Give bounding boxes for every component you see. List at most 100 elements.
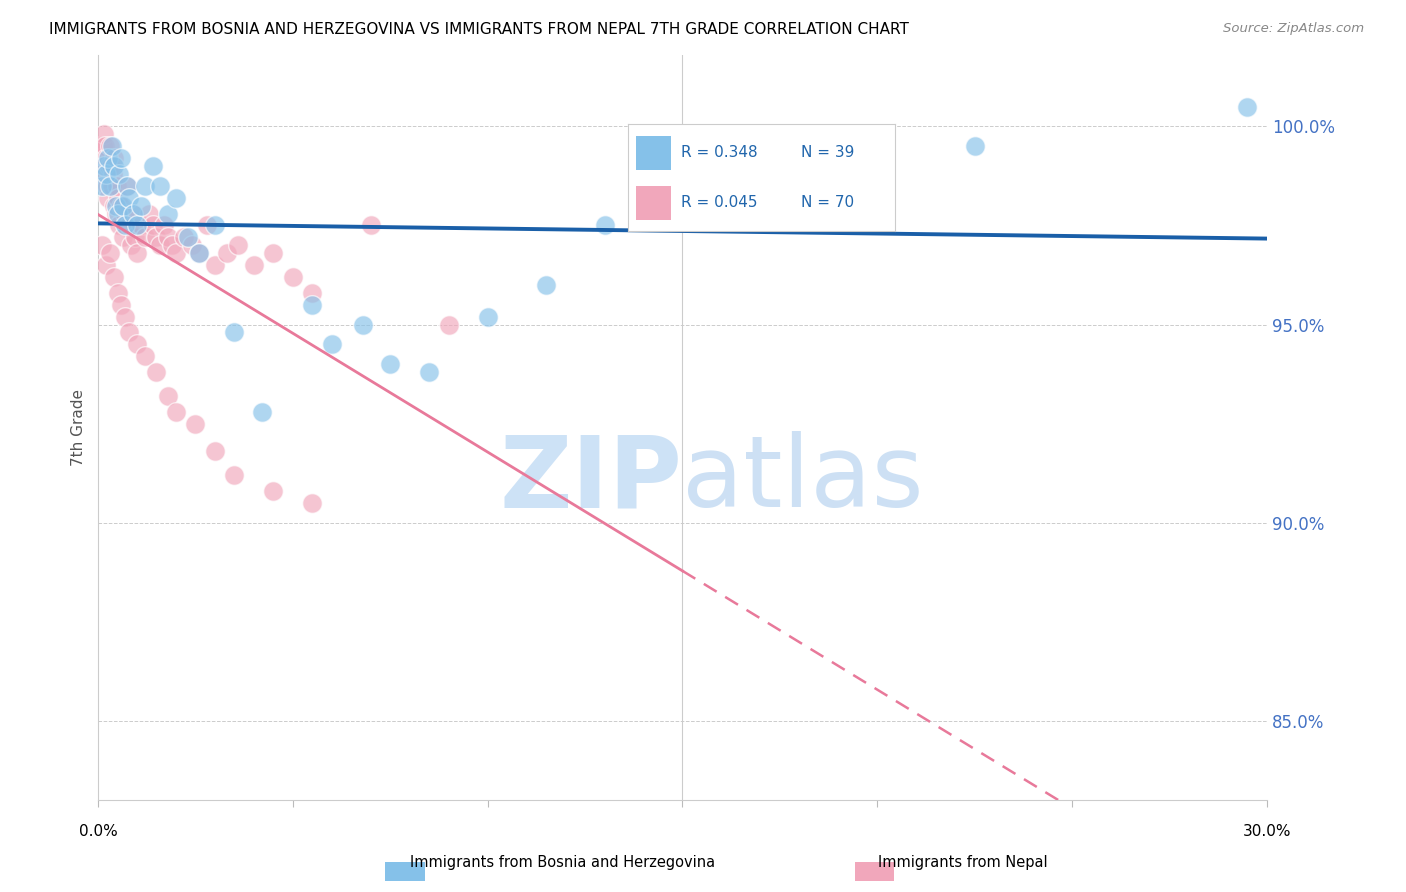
Point	[114, 310, 136, 324]
Point	[125, 219, 148, 233]
Point	[204, 219, 226, 233]
Point	[98, 246, 121, 260]
Point	[380, 357, 402, 371]
Point	[165, 246, 187, 260]
Point	[176, 230, 198, 244]
Point	[321, 337, 343, 351]
Point	[97, 159, 120, 173]
Point	[120, 238, 142, 252]
Point	[301, 285, 323, 300]
Point	[204, 444, 226, 458]
Point	[129, 199, 152, 213]
Point	[101, 167, 124, 181]
Point	[226, 238, 249, 252]
Point	[157, 230, 180, 244]
Point	[117, 178, 139, 193]
Point	[91, 178, 114, 193]
Point	[91, 167, 114, 181]
Point	[91, 238, 114, 252]
Point	[98, 178, 121, 193]
Point	[195, 219, 218, 233]
Point	[107, 191, 129, 205]
Point	[224, 468, 246, 483]
Point	[157, 206, 180, 220]
Point	[112, 199, 135, 213]
Text: ZIP: ZIP	[499, 431, 682, 528]
Point	[184, 417, 207, 431]
Point	[100, 178, 122, 193]
Point	[96, 178, 118, 193]
Point	[204, 258, 226, 272]
Point	[93, 159, 115, 173]
Point	[97, 151, 120, 165]
Text: Source: ZipAtlas.com: Source: ZipAtlas.com	[1223, 22, 1364, 36]
Point	[104, 206, 127, 220]
Point	[103, 159, 125, 173]
Point	[301, 496, 323, 510]
Point	[103, 199, 125, 213]
Point	[437, 318, 460, 332]
Point	[91, 139, 114, 153]
Point	[125, 246, 148, 260]
Point	[100, 139, 122, 153]
Point	[110, 199, 132, 213]
Point	[262, 246, 284, 260]
Point	[1236, 100, 1258, 114]
Point	[114, 219, 136, 233]
Point	[103, 151, 125, 165]
Point	[108, 167, 131, 181]
Point	[145, 365, 167, 379]
Point	[89, 139, 111, 153]
Text: Immigrants from Nepal: Immigrants from Nepal	[879, 855, 1047, 870]
Point	[418, 365, 440, 379]
Text: N = 39: N = 39	[801, 145, 855, 161]
Point	[125, 337, 148, 351]
Point	[149, 178, 172, 193]
Point	[114, 206, 136, 220]
Point	[100, 159, 122, 173]
Point	[90, 151, 112, 165]
Point	[98, 139, 121, 153]
Point	[165, 405, 187, 419]
Point	[134, 349, 156, 363]
Text: R = 0.045: R = 0.045	[682, 195, 758, 211]
Bar	[636, 136, 671, 170]
Point	[107, 206, 129, 220]
Text: R = 0.348: R = 0.348	[682, 145, 758, 161]
Point	[963, 139, 986, 153]
Point	[165, 191, 187, 205]
Point	[157, 389, 180, 403]
Point	[118, 219, 141, 233]
Point	[129, 219, 152, 233]
Point	[134, 178, 156, 193]
Point	[671, 199, 693, 213]
Point	[477, 310, 499, 324]
Point	[145, 230, 167, 244]
Point	[188, 246, 211, 260]
Text: IMMIGRANTS FROM BOSNIA AND HERZEGOVINA VS IMMIGRANTS FROM NEPAL 7TH GRADE CORREL: IMMIGRANTS FROM BOSNIA AND HERZEGOVINA V…	[49, 22, 910, 37]
Point	[138, 206, 160, 220]
Point	[104, 199, 127, 213]
Point	[118, 326, 141, 340]
Point	[108, 219, 131, 233]
Point	[593, 219, 616, 233]
Point	[352, 318, 374, 332]
Point	[281, 270, 304, 285]
Point	[250, 405, 273, 419]
Bar	[636, 186, 671, 220]
Point	[124, 230, 146, 244]
Point	[122, 206, 145, 220]
Text: 0.0%: 0.0%	[79, 823, 118, 838]
Point	[93, 128, 115, 142]
Text: atlas: atlas	[682, 431, 924, 528]
Point	[301, 298, 323, 312]
Point	[103, 270, 125, 285]
Point	[122, 206, 145, 220]
Point	[110, 151, 132, 165]
Text: Immigrants from Bosnia and Herzegovina: Immigrants from Bosnia and Herzegovina	[409, 855, 716, 870]
Text: N = 70: N = 70	[801, 195, 855, 211]
Point	[134, 230, 156, 244]
Point	[112, 230, 135, 244]
Point	[117, 178, 139, 193]
Point	[534, 277, 557, 292]
